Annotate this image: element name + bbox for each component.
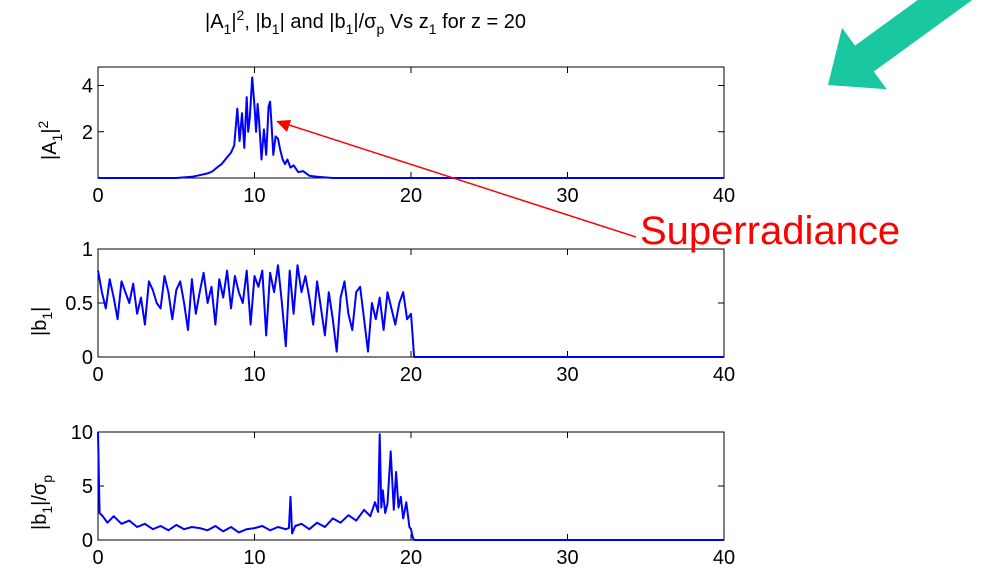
superradiance-arrow-line <box>285 123 637 238</box>
y-axis-label: |A1|2 <box>35 120 65 160</box>
subplot-b1: 0 10 20 30 40 0 0.5 1 |b1| <box>29 239 735 386</box>
x-tick-label: 40 <box>713 185 735 207</box>
y-tick-label: 2 <box>82 122 93 144</box>
teal-pointer-arrow-icon <box>828 0 975 90</box>
y-tick-label: 0 <box>82 530 93 552</box>
x-tick-label: 40 <box>713 547 735 569</box>
y-tick-label: 5 <box>82 476 93 498</box>
x-tick-label: 20 <box>400 185 422 207</box>
x-tick-label: 30 <box>556 364 578 386</box>
subplot-b1-over-sigma: 0 10 20 30 40 0 5 10 |b1|/σp <box>29 422 735 569</box>
series-line <box>97 431 724 541</box>
superradiance-annotation: Superradiance <box>276 120 900 253</box>
superradiance-label: Superradiance <box>640 209 900 253</box>
x-tick-label: 20 <box>400 547 422 569</box>
y-tick-label: 0.5 <box>65 293 93 315</box>
x-tick-label: 20 <box>400 364 422 386</box>
x-tick-label: 10 <box>243 185 265 207</box>
y-tick-label: 0 <box>82 347 93 369</box>
axes-box <box>97 66 725 179</box>
figure-title-text: |A1|2, |b1| and |b1|/σp Vs z1 for z = 20 <box>205 7 526 37</box>
x-tick-label: 0 <box>92 364 103 386</box>
x-tick-label: 30 <box>556 547 578 569</box>
y-tick-label: 10 <box>71 422 93 444</box>
y-axis-label: |b1|/σp <box>29 475 55 530</box>
series-line <box>97 264 724 358</box>
x-tick-label: 10 <box>243 364 265 386</box>
y-tick-label: 1 <box>82 239 93 261</box>
axes-box <box>97 431 725 541</box>
x-tick-label: 10 <box>243 547 265 569</box>
series-line <box>98 76 724 179</box>
x-tick-label: 30 <box>556 185 578 207</box>
axes-box <box>97 248 725 358</box>
y-axis-label: |b1| <box>29 307 55 336</box>
superradiance-arrow-head <box>276 120 291 132</box>
x-tick-label: 0 <box>92 547 103 569</box>
y-tick-label: 4 <box>82 76 93 98</box>
x-tick-label: 40 <box>713 364 735 386</box>
subplot-a1-squared: 0 10 20 30 40 2 4 |A1|2 <box>35 66 735 207</box>
figure-title: |A1|2, |b1| and |b1|/σp Vs z1 for z = 20 <box>205 7 526 37</box>
x-tick-label: 0 <box>92 185 103 207</box>
